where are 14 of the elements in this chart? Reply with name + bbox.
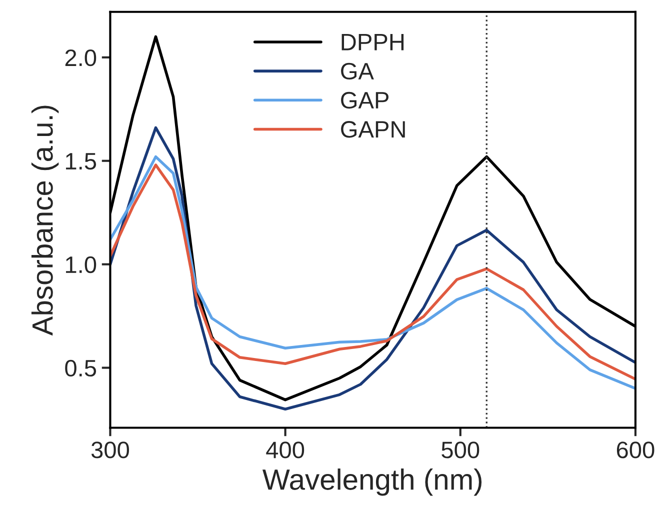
x-tick-label: 500 (442, 442, 480, 458)
y-tick-label: 1.5 (66, 153, 96, 170)
x-axis-title: Wavelength (nm) (262, 468, 482, 496)
x-tick-label: 400 (266, 442, 304, 458)
y-tick-label: 1.0 (66, 256, 96, 274)
y-axis-title: Absorbance (a.u.) (31, 106, 59, 336)
y-tick-label: 0.5 (65, 360, 96, 377)
legend-label: DPPH (342, 34, 404, 50)
y-tick-label: 2.0 (65, 49, 96, 66)
x-tick-label: 600 (616, 442, 654, 458)
legend-label: GAPN (341, 121, 405, 138)
legend-label: GAP (341, 92, 388, 109)
x-tick-label: 300 (91, 442, 129, 458)
legend-label: GA (341, 62, 374, 80)
